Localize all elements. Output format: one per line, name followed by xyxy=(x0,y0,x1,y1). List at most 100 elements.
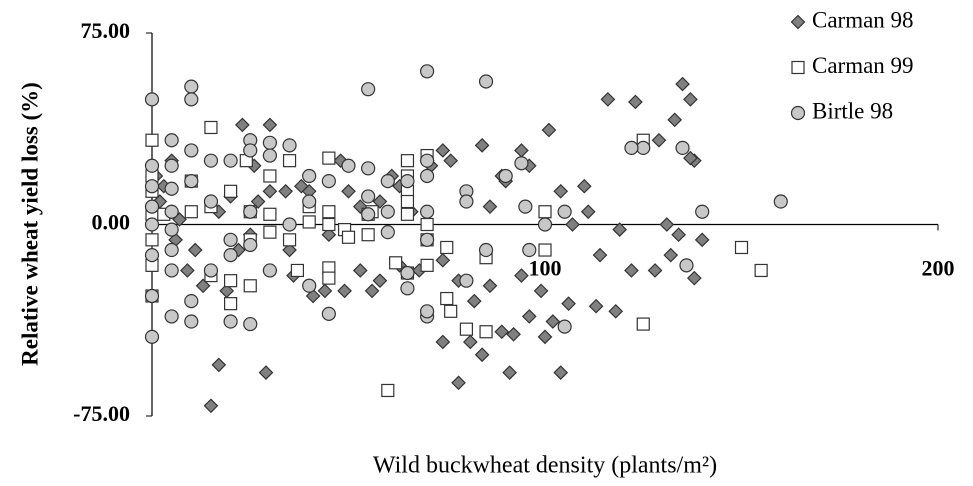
point xyxy=(624,140,639,155)
point xyxy=(522,242,537,258)
point xyxy=(263,207,277,221)
point xyxy=(675,76,690,92)
point xyxy=(321,306,336,321)
point xyxy=(322,271,336,285)
point xyxy=(372,273,388,289)
point xyxy=(647,263,663,278)
point xyxy=(144,158,160,173)
point xyxy=(361,207,376,222)
point xyxy=(302,215,316,229)
point xyxy=(164,158,179,173)
point xyxy=(514,143,529,158)
point xyxy=(145,133,159,147)
point xyxy=(224,297,238,311)
point xyxy=(144,92,160,107)
point xyxy=(686,270,702,286)
legend-marker xyxy=(790,105,806,121)
point xyxy=(211,357,227,373)
point xyxy=(223,232,238,247)
point xyxy=(502,365,517,380)
point xyxy=(341,158,356,173)
point xyxy=(734,240,749,255)
point xyxy=(224,184,238,198)
point xyxy=(651,132,667,148)
point xyxy=(258,365,274,380)
point xyxy=(400,265,415,281)
point xyxy=(243,316,258,332)
point xyxy=(400,194,415,209)
point xyxy=(145,233,159,247)
point xyxy=(184,143,199,158)
point xyxy=(545,314,561,329)
point xyxy=(184,294,199,309)
point xyxy=(187,242,203,258)
point xyxy=(262,117,278,133)
point xyxy=(302,194,317,209)
point xyxy=(184,173,199,189)
point xyxy=(612,222,628,237)
point xyxy=(195,278,211,294)
point xyxy=(372,194,388,209)
point xyxy=(444,304,458,318)
point xyxy=(144,179,160,194)
point xyxy=(164,222,179,237)
point xyxy=(420,217,434,232)
point xyxy=(478,242,494,258)
y-tick-label: -75.00 xyxy=(73,401,130,426)
point xyxy=(592,247,608,263)
y-axis-label: Relative wheat yield loss (%) xyxy=(17,82,42,366)
point xyxy=(494,324,510,340)
point xyxy=(474,137,490,153)
point xyxy=(420,204,435,219)
point xyxy=(537,217,553,232)
point xyxy=(628,94,643,110)
point xyxy=(282,242,297,258)
point xyxy=(565,217,580,232)
legend-marker xyxy=(790,14,806,30)
point xyxy=(243,279,257,293)
point xyxy=(514,156,529,171)
point xyxy=(679,258,694,273)
legend-label: Carman 98 xyxy=(812,7,914,32)
point xyxy=(435,252,451,268)
legend-label: Carman 99 xyxy=(812,53,914,78)
point xyxy=(462,334,478,350)
point xyxy=(671,227,686,243)
point xyxy=(164,309,179,324)
x-axis-label: Wild buckwheat density (plants/m²) xyxy=(373,453,717,479)
point xyxy=(466,293,482,309)
point xyxy=(203,194,219,209)
point xyxy=(561,296,576,312)
point xyxy=(380,173,395,189)
point xyxy=(364,283,380,299)
point xyxy=(553,365,569,380)
point xyxy=(683,92,698,107)
point xyxy=(479,325,493,339)
point xyxy=(282,154,297,168)
point xyxy=(636,317,650,331)
y-tick-label: 0.00 xyxy=(92,210,131,235)
point xyxy=(624,263,639,278)
point xyxy=(608,303,624,319)
point xyxy=(514,268,529,283)
point xyxy=(262,263,277,278)
legend-marker xyxy=(791,60,805,75)
point xyxy=(223,248,238,263)
point xyxy=(557,204,572,219)
point xyxy=(282,233,297,247)
point xyxy=(243,143,258,158)
point xyxy=(754,263,768,278)
point xyxy=(164,242,179,258)
point xyxy=(341,230,356,244)
point xyxy=(224,274,238,288)
point xyxy=(263,169,277,183)
point xyxy=(400,207,415,221)
point xyxy=(144,329,160,344)
point xyxy=(144,288,160,304)
point xyxy=(478,74,494,89)
x-tick-label: 100 xyxy=(529,256,562,281)
point xyxy=(361,189,376,204)
point xyxy=(537,329,553,345)
point xyxy=(278,183,293,199)
